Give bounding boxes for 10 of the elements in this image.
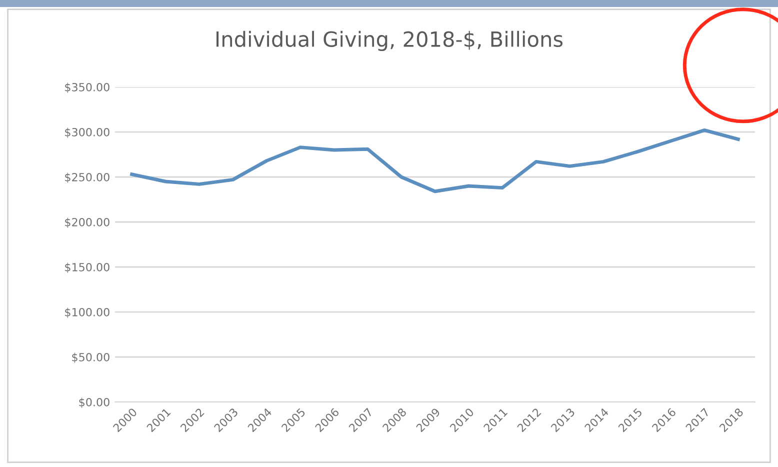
y-tick-label: $100.00 — [65, 308, 110, 318]
y-tick-label: $200.00 — [65, 218, 110, 228]
line-series — [130, 128, 740, 194]
y-tick-label: $300.00 — [65, 128, 110, 138]
chart-title: Individual Giving, 2018-$, Billions — [216, 30, 563, 52]
y-tick-label: $50.00 — [72, 352, 110, 363]
y-tick-label: $0.00 — [79, 398, 110, 408]
y-tick-label: $150.00 — [65, 262, 110, 273]
y-tick-label: $350.00 — [65, 82, 110, 93]
y-tick-label: $250.00 — [65, 172, 110, 183]
